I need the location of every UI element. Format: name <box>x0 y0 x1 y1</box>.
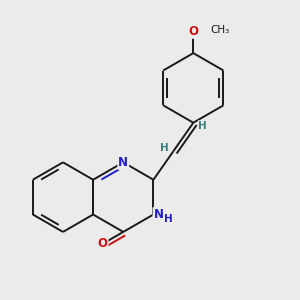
Text: O: O <box>188 25 198 38</box>
Text: O: O <box>98 237 108 250</box>
Text: H: H <box>160 143 168 153</box>
Text: H: H <box>164 214 172 224</box>
Text: N: N <box>118 156 128 169</box>
Text: N: N <box>154 208 164 221</box>
Text: H: H <box>198 121 207 131</box>
Text: CH₃: CH₃ <box>210 25 229 35</box>
